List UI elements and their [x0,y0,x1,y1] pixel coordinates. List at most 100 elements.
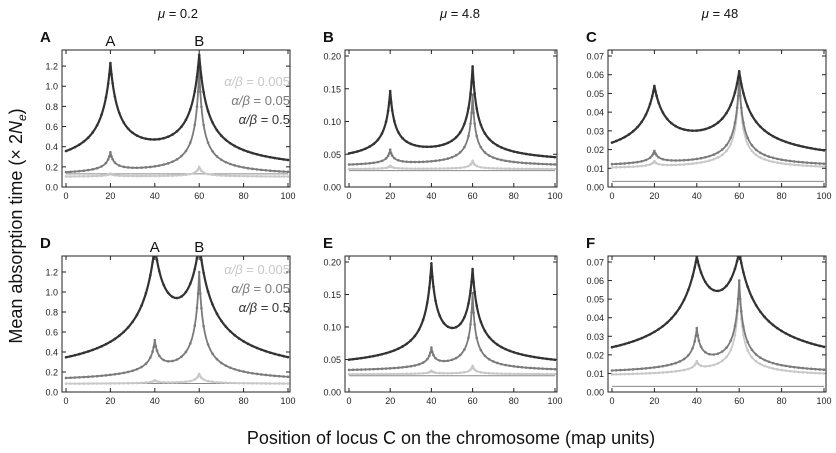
data-point [73,382,77,385]
data-point [520,365,524,369]
data-point [661,364,665,368]
data-point [224,364,228,367]
data-point [610,369,614,372]
data-point [220,319,223,323]
data-point [496,157,499,161]
data-point [135,381,139,385]
data-point [425,160,429,163]
data-point [196,90,200,93]
data-point [268,155,272,159]
data-point [520,353,524,356]
data-point [380,159,384,163]
data-point [131,320,134,324]
data-point [390,109,394,112]
data-point [393,366,396,370]
legend-entry-light: α/β = 0.005 [224,74,290,89]
data-point [413,334,417,338]
data-point [215,155,219,158]
locus-label: B [194,33,204,50]
data-point [409,167,413,170]
data-point [619,372,622,376]
data-point [537,372,540,376]
data-point [355,372,359,376]
data-point [809,371,813,375]
data-point [780,138,783,142]
data-point [636,165,639,168]
data-point [131,381,134,385]
data-point [393,156,396,160]
data-point [491,360,495,363]
data-point [801,370,805,374]
data-point [473,163,476,166]
data-point [166,381,170,384]
data-point [516,167,520,171]
data-point [670,159,673,162]
data-point [237,369,241,372]
data-point [636,338,639,342]
series-line [611,279,825,372]
data-point [413,364,417,367]
data-point [228,162,232,166]
data-point [652,161,655,164]
x-tick-label: 80 [509,191,519,201]
data-point [199,65,202,69]
data-point [196,167,200,171]
data-point [619,137,622,141]
y-tick-label: 0.00 [586,183,604,193]
data-point [384,351,388,355]
data-point [716,352,720,355]
data-point [393,349,396,352]
data-point [347,368,351,372]
data-point [763,158,766,161]
data-point [524,152,528,156]
data-point [697,264,701,267]
x-tick-label: 20 [105,396,115,406]
data-point [619,368,622,372]
data-point [648,163,652,166]
data-point [73,353,77,357]
data-point [512,350,516,354]
data-point [193,123,197,127]
data-point [640,159,643,163]
data-point [273,156,276,160]
data-point [725,149,728,153]
data-point [814,371,817,375]
data-point [703,160,707,163]
data-point [131,174,134,178]
data-point [496,167,499,170]
data-point [652,90,655,93]
data-point [413,167,417,170]
data-point [822,372,826,375]
data-point [384,367,388,370]
data-point [614,344,618,348]
data-point [725,111,728,115]
data-point [780,162,783,165]
data-point [153,174,157,178]
data-point [678,163,682,166]
data-point [199,90,202,93]
data-point [434,371,437,375]
data-point [697,339,701,342]
data-point [64,175,68,178]
x-tick-label: 100 [547,396,562,406]
data-point [733,324,737,328]
data-point [487,371,491,375]
data-point [286,375,290,379]
data-point [469,122,472,125]
data-point [693,340,696,343]
data-point [472,311,475,314]
data-point [458,322,462,326]
data-point [166,359,170,363]
data-point [695,326,699,330]
data-point [648,156,652,159]
data-point [211,121,214,124]
data-point [682,128,686,131]
data-point [549,372,553,376]
data-point [430,346,433,349]
data-point [100,165,103,168]
data-point [438,144,441,147]
data-point [277,353,281,357]
data-point [458,151,462,154]
data-point [454,166,458,170]
data-point [189,141,192,144]
